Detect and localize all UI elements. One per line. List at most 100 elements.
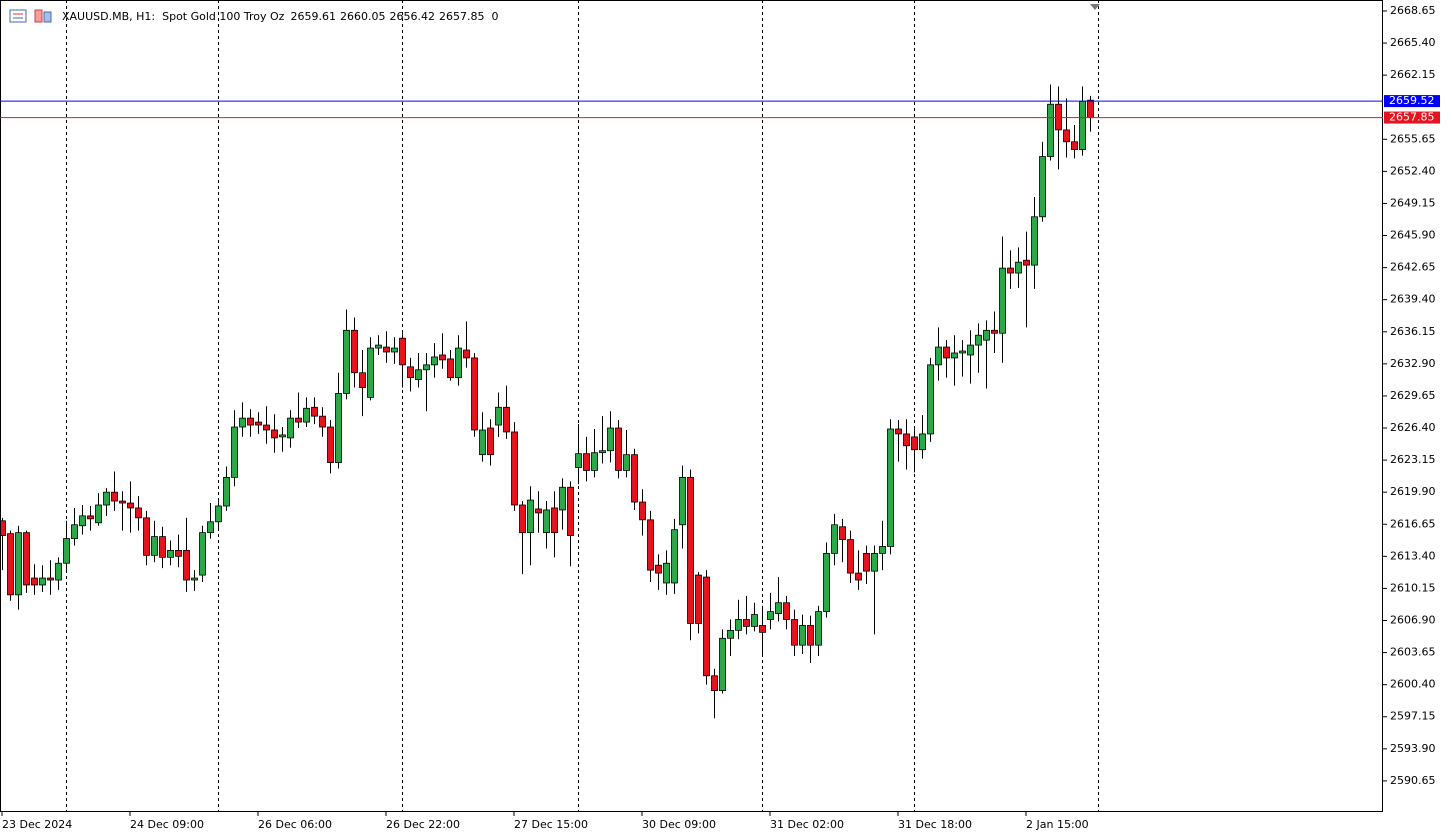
candle-body (511, 431, 518, 506)
candle-body (831, 524, 838, 554)
y-tick-label: 2590.65 (1390, 774, 1436, 787)
chart-icon[interactable] (34, 9, 43, 23)
candle-body (479, 429, 486, 456)
candle-body (55, 562, 62, 581)
y-tick-label: 2597.15 (1390, 710, 1436, 723)
candle-body (87, 515, 94, 520)
low-value: 2656.42 (389, 10, 435, 23)
candle-body (623, 454, 630, 471)
candle-body (23, 532, 30, 586)
candle-body (807, 625, 814, 646)
candle-body (351, 329, 358, 374)
y-tick-label: 2600.40 (1390, 678, 1436, 691)
candle-body (911, 436, 918, 451)
candle-body (447, 358, 454, 379)
candle-body (727, 629, 734, 639)
candle-body (1087, 99, 1094, 118)
y-tick-label: 2639.40 (1390, 293, 1436, 306)
candle-body (855, 572, 862, 581)
candle-body (791, 619, 798, 646)
y-tick-label: 2665.40 (1390, 36, 1436, 49)
candle-body (231, 426, 238, 478)
candle-body (15, 532, 22, 596)
y-tick-label: 2593.90 (1390, 742, 1436, 755)
candle-body (415, 369, 422, 381)
candle-body (79, 515, 86, 527)
candle-body (471, 357, 478, 431)
candle-body (567, 486, 574, 537)
candle-body (615, 427, 622, 471)
candle-body (151, 536, 158, 556)
candle-body (71, 524, 78, 539)
candle-body (375, 344, 382, 349)
y-tick-label: 2610.15 (1390, 581, 1436, 594)
candle-body (327, 426, 334, 463)
candle-body (271, 429, 278, 439)
candle-body (783, 602, 790, 620)
y-tick-label: 2662.15 (1390, 68, 1436, 81)
candle-body (527, 499, 534, 534)
y-tick-label: 2619.90 (1390, 485, 1436, 498)
candle-body (119, 500, 126, 504)
y-tick-label: 2636.15 (1390, 325, 1436, 338)
candle-body (167, 550, 174, 558)
candle-body (311, 406, 318, 417)
candle-body (303, 407, 310, 423)
x-tick-label: 30 Dec 09:00 (642, 818, 716, 831)
candle-body (983, 329, 990, 341)
candle-body (319, 415, 326, 428)
candle-body (255, 421, 262, 426)
candle-body (391, 347, 398, 353)
candle-body (919, 433, 926, 451)
y-tick-label: 2613.40 (1390, 549, 1436, 562)
candle-body (935, 346, 942, 366)
candle-body (103, 491, 110, 506)
candle-body (695, 574, 702, 624)
candle-body (887, 428, 894, 547)
y-tick-label: 2616.65 (1390, 517, 1436, 530)
candle-body (439, 354, 446, 361)
candle-body (295, 417, 302, 423)
candle-body (519, 504, 526, 534)
candle-body (895, 428, 902, 435)
symbol-title: XAUUSD.MB, H1: Spot Gold 100 Troy Oz (62, 10, 285, 23)
candle-body (383, 346, 390, 353)
x-tick-label: 27 Dec 15:00 (514, 818, 588, 831)
plot-frame (0, 0, 1383, 812)
menu-icon[interactable] (9, 9, 27, 23)
y-tick-label: 2645.90 (1390, 229, 1436, 242)
y-tick-label: 2632.90 (1390, 357, 1436, 370)
candle-body (543, 509, 550, 534)
candle-body (359, 372, 366, 388)
shift-marker[interactable] (1090, 4, 1100, 10)
candle-body (591, 452, 598, 471)
y-tick-label: 2606.90 (1390, 613, 1436, 626)
candle-body (903, 433, 910, 447)
y-tick-label: 2655.65 (1390, 132, 1436, 145)
candle-body (431, 356, 438, 366)
candle-body (1079, 100, 1086, 151)
candle-body (31, 577, 38, 586)
candle-body (1015, 261, 1022, 274)
candle-body (503, 406, 510, 433)
y-tick-label: 2629.65 (1390, 389, 1436, 402)
candle-body (631, 454, 638, 503)
candle-body (63, 538, 70, 564)
candle-body (559, 486, 566, 511)
candle-body (279, 434, 286, 438)
candle-body (663, 562, 670, 584)
candle-body (639, 501, 646, 521)
candle-body (959, 350, 966, 354)
volume-value: 0 (491, 10, 498, 23)
candle-body (607, 427, 614, 452)
header: XAUUSD.MB, H1: Spot Gold 100 Troy Oz 2659… (9, 9, 498, 23)
candle-body (815, 611, 822, 646)
x-tick-label: 31 Dec 18:00 (898, 818, 972, 831)
candle-body (495, 406, 502, 426)
candle-body (111, 491, 118, 502)
candle-body (1071, 141, 1078, 151)
candle-body (127, 502, 134, 509)
y-tick-label: 2652.40 (1390, 164, 1436, 177)
x-tick-label: 26 Dec 22:00 (386, 818, 460, 831)
